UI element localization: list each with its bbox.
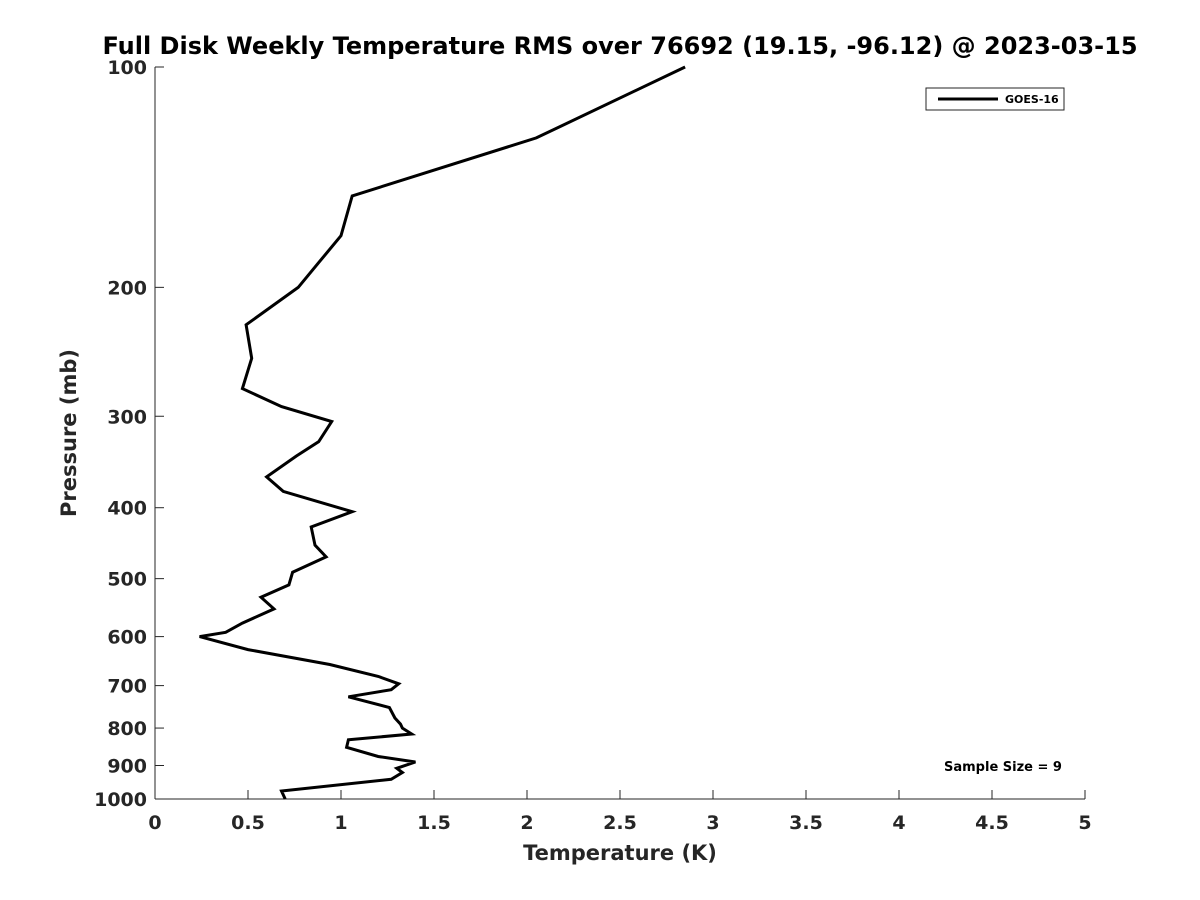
x-tick-label: 1	[334, 812, 347, 834]
y-tick-label: 500	[107, 569, 147, 591]
y-tick-label: 900	[107, 756, 147, 778]
y-tick-label: 700	[107, 676, 147, 698]
x-tick-label: 2	[520, 812, 533, 834]
y-axis-ticks: 100 200 300 400 500 600 700 800 900 1000	[94, 57, 164, 811]
x-tick-label: 4	[892, 812, 905, 834]
x-tick-label: 2.5	[603, 812, 637, 834]
series-group	[199, 65, 686, 800]
x-tick-label: 1.5	[417, 812, 451, 834]
y-tick-label: 1000	[94, 789, 147, 811]
y-tick-label: 200	[107, 277, 147, 299]
x-axis-label: Temperature (K)	[523, 841, 717, 865]
legend-entry-label: GOES-16	[1005, 93, 1059, 106]
series-line-goes-16	[199, 65, 686, 800]
sample-size-annotation: Sample Size = 9	[944, 760, 1062, 775]
x-tick-label: 4.5	[975, 812, 1009, 834]
y-tick-label: 800	[107, 718, 147, 740]
legend: GOES-16	[925, 87, 1065, 111]
x-tick-label: 3.5	[789, 812, 823, 834]
y-tick-label: 100	[107, 57, 147, 79]
x-tick-label: 0.5	[231, 812, 265, 834]
x-tick-label: 5	[1078, 812, 1091, 834]
x-tick-label: 0	[148, 812, 161, 834]
y-tick-label: 300	[107, 406, 147, 428]
x-tick-label: 3	[706, 812, 719, 834]
y-tick-label: 600	[107, 627, 147, 649]
x-axis-ticks: 0 0.5 1 1.5 2 2.5 3 3.5 4 4.5 5	[148, 790, 1092, 834]
chart-title: Full Disk Weekly Temperature RMS over 76…	[102, 32, 1137, 60]
y-tick-label: 400	[107, 498, 147, 520]
y-axis-label: Pressure (mb)	[57, 349, 81, 517]
